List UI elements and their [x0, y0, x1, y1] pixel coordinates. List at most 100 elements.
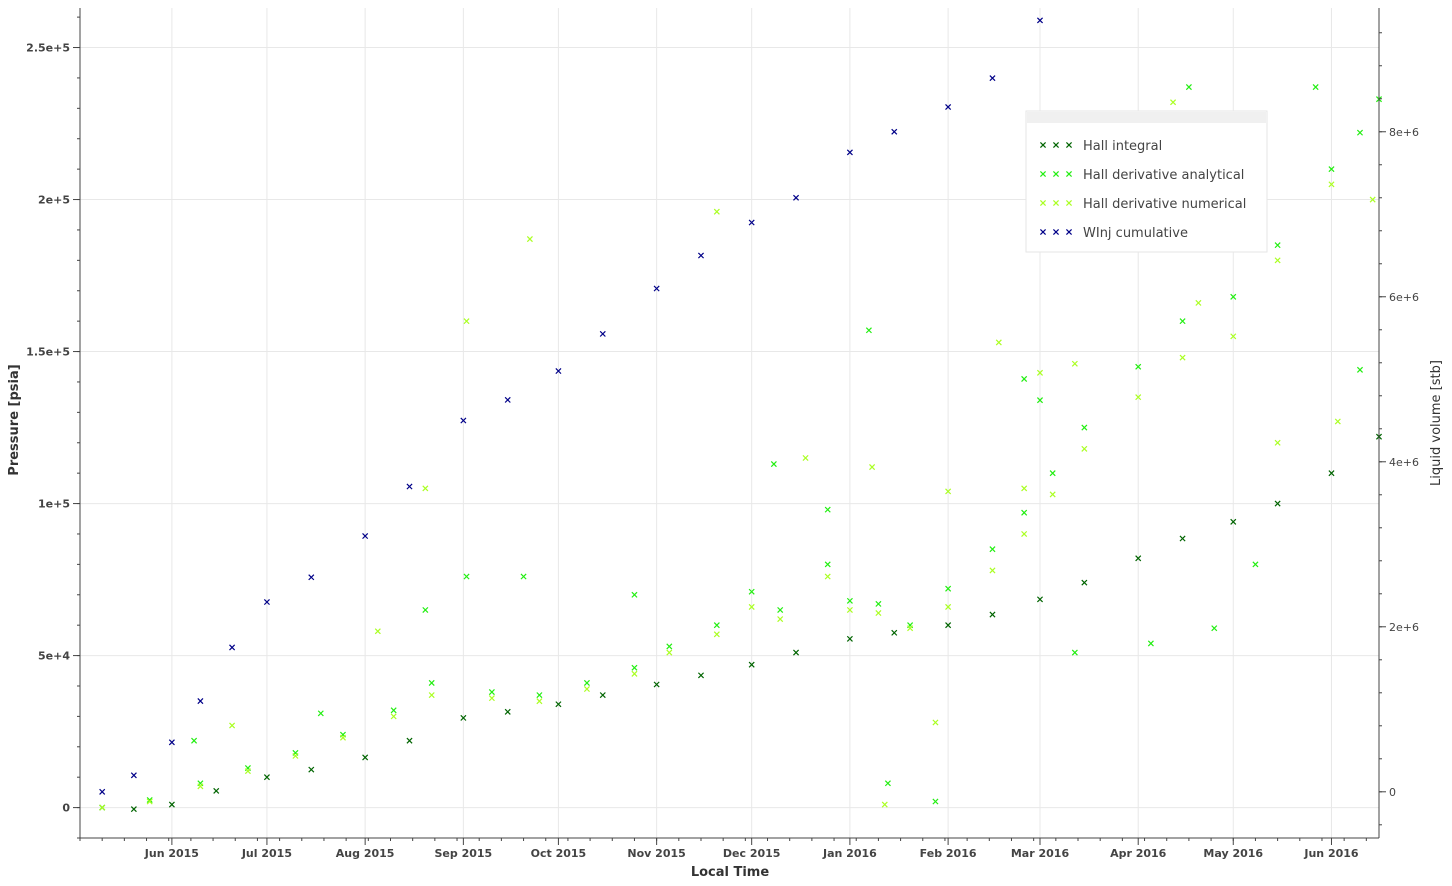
axes: Jun 2015 Jul 2015 Aug 2015 Sep 2015 Oct 2015… [26, 8, 1419, 860]
data-point [1185, 84, 1192, 91]
data-point [1328, 181, 1335, 188]
data-point [907, 625, 914, 632]
data-point [1274, 500, 1281, 507]
data-point [1211, 625, 1218, 632]
data-point [846, 606, 853, 614]
data-point [536, 692, 543, 699]
data-point [460, 417, 467, 424]
x-tick-label: Feb 2016 [920, 847, 977, 860]
legend-marker [1065, 170, 1073, 178]
series-2 [99, 84, 1383, 811]
data-point [317, 710, 324, 717]
y-axis-title: Pressure [psia] [7, 364, 22, 475]
data-point [875, 600, 882, 607]
data-point [428, 692, 435, 699]
data-point [945, 585, 952, 592]
y-tick-label: 2e+5 [38, 194, 70, 207]
data-point [390, 713, 397, 720]
data-point [1179, 535, 1186, 542]
data-point [995, 339, 1002, 346]
data-point [168, 739, 175, 746]
data-point [1179, 354, 1186, 361]
legend-header [1027, 112, 1266, 123]
x-tick-label: May 2016 [1203, 847, 1263, 860]
data-point [362, 533, 369, 540]
data-point [945, 603, 952, 610]
series-4 [99, 17, 1044, 795]
data-point [99, 788, 106, 795]
data-point [802, 454, 809, 461]
data-point [488, 689, 495, 696]
x-tick-label: Jun 2015 [144, 847, 199, 860]
data-point [653, 285, 660, 292]
y-tick-label: 5e+4 [38, 650, 70, 663]
data-point [891, 629, 898, 636]
data-point [263, 599, 270, 606]
legend-box [1025, 110, 1268, 253]
data-point [1135, 363, 1142, 370]
data-point [1195, 299, 1202, 306]
legend-marker [1065, 228, 1073, 236]
data-point [1081, 445, 1088, 452]
data-point [191, 737, 198, 744]
data-point [583, 679, 590, 686]
x-tick-label: Nov 2015 [627, 847, 685, 860]
data-point [168, 801, 175, 808]
legend-marker [1065, 199, 1073, 207]
data-point [1135, 555, 1142, 562]
data-point [99, 804, 106, 811]
data-point [555, 701, 562, 708]
x-tick-label: Sep 2015 [435, 847, 493, 860]
x-tick-label: Mar 2016 [1011, 847, 1070, 860]
data-point [932, 719, 939, 726]
data-point [697, 672, 705, 679]
data-point [263, 774, 270, 781]
x-tick-label: Aug 2015 [336, 847, 395, 860]
data-point [875, 609, 882, 617]
data-point [339, 734, 346, 741]
y2-tick-label: 6e+6 [1389, 291, 1419, 304]
data-point [1356, 129, 1364, 136]
data-point [989, 546, 996, 553]
data-point [666, 643, 673, 650]
data-point [653, 681, 660, 688]
legend-label: Hall integral [1083, 139, 1162, 154]
legend-item: WInj cumulative [1039, 226, 1188, 241]
data-point [555, 367, 562, 375]
data-point [748, 219, 755, 226]
data-point [526, 236, 533, 243]
data-point [1036, 397, 1044, 404]
data-point [869, 464, 876, 471]
legend-marker [1065, 141, 1073, 149]
data-point [146, 798, 153, 805]
data-point [229, 644, 236, 651]
data-point [308, 574, 315, 581]
data-point [1071, 649, 1078, 656]
data-point [197, 698, 204, 705]
data-point [213, 787, 220, 794]
x-axis-title: Local Time [691, 865, 770, 880]
data-point [1274, 439, 1281, 446]
data-point [599, 330, 606, 337]
data-point [1071, 360, 1078, 367]
data-point [631, 664, 638, 671]
data-point [428, 679, 435, 686]
data-point [1230, 333, 1237, 340]
data-point [422, 606, 429, 614]
data-point [1135, 394, 1142, 401]
data-point [1328, 166, 1335, 173]
data-point [504, 396, 511, 403]
y2-tick-label: 2e+6 [1389, 621, 1419, 634]
data-point [362, 754, 369, 761]
data-point [846, 149, 853, 156]
data-point [1081, 579, 1088, 586]
data-point [824, 561, 831, 568]
data-point [666, 649, 673, 656]
data-point [989, 567, 996, 574]
y2-axis-title: Liquid volume [stb] [1429, 360, 1444, 486]
data-point [1049, 470, 1056, 477]
data-point [824, 573, 831, 580]
data-point [932, 798, 939, 805]
data-point [846, 597, 853, 604]
data-point [292, 752, 299, 759]
